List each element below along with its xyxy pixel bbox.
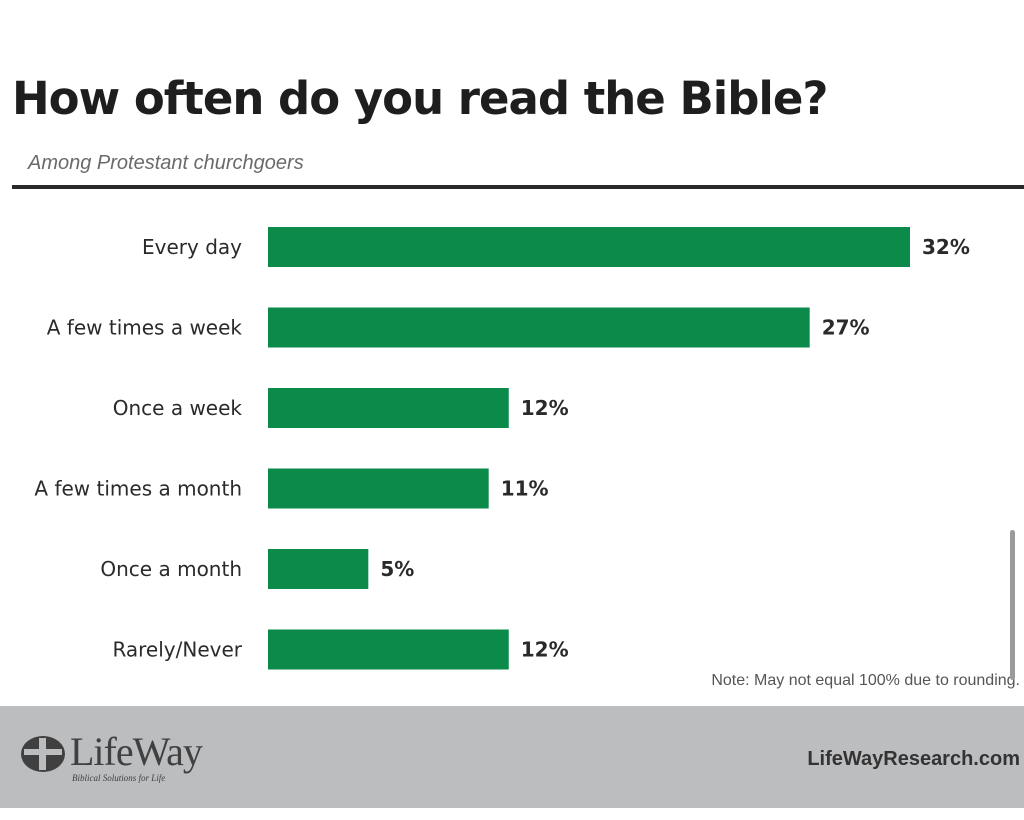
value-label: 5% xyxy=(380,557,414,581)
bar-0 xyxy=(268,227,910,267)
value-label: 12% xyxy=(521,638,569,662)
chart-title: How often do you read the Bible? xyxy=(12,72,828,125)
bar-1 xyxy=(268,307,810,348)
category-label: Every day xyxy=(142,235,242,259)
bar-4 xyxy=(268,549,369,589)
category-label: Rarely/Never xyxy=(112,638,242,662)
website-link[interactable]: LifeWayResearch.com xyxy=(807,748,1020,770)
scrollbar[interactable] xyxy=(1010,530,1015,680)
chart-note: Note: May not equal 100% due to rounding… xyxy=(711,672,1020,689)
category-label: A few times a week xyxy=(47,316,243,340)
bar-chart: Every day 32% A few times a week 27% Once a … xyxy=(34,227,970,670)
lifeway-logo[interactable]: LifeWay Biblical Solutions for Life xyxy=(20,729,203,783)
category-label: Once a month xyxy=(100,557,242,581)
bar-3 xyxy=(268,468,489,509)
value-label: 27% xyxy=(822,316,870,340)
bar-2 xyxy=(268,388,509,428)
category-label: A few times a month xyxy=(34,477,242,501)
chart-subtitle: Among Protestant churchgoers xyxy=(28,152,304,174)
lifeway-cross-icon xyxy=(21,736,65,772)
bar-5 xyxy=(268,629,509,670)
logo-tagline: Biblical Solutions for Life xyxy=(72,773,166,783)
footer-bar: LifeWay Biblical Solutions for Life Life… xyxy=(0,706,1024,808)
value-label: 32% xyxy=(922,235,970,259)
value-label: 11% xyxy=(501,477,549,501)
logo-name: LifeWay xyxy=(70,729,203,774)
title-divider xyxy=(12,185,1024,189)
value-label: 12% xyxy=(521,396,569,420)
category-label: Once a week xyxy=(113,396,243,420)
